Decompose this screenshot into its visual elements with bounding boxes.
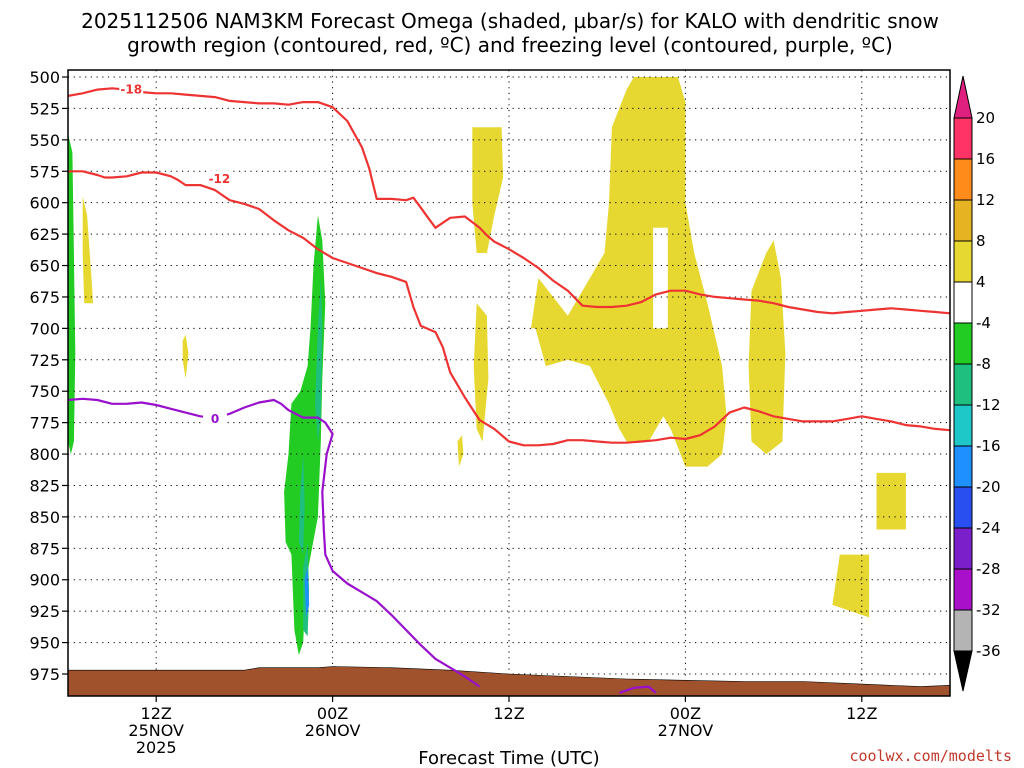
colorbar-label: 12	[976, 191, 995, 209]
y-tick-label: 825	[29, 476, 60, 495]
y-tick-label: 675	[29, 288, 60, 307]
colorbar-bin	[953, 322, 973, 365]
colorbar-bin	[953, 158, 973, 201]
omega-region-yellow-small-1	[876, 472, 906, 530]
omega-region-yellow-left	[82, 196, 93, 304]
colorbar-bottom-arrow	[953, 650, 973, 692]
x-tick-label-line3: 2025	[136, 738, 177, 757]
colorbar-bin	[953, 404, 973, 447]
colorbar-bin	[953, 363, 973, 406]
colorbar-label: -24	[976, 519, 1001, 537]
colorbar-label: -16	[976, 437, 1001, 455]
x-tick-label-line2: 26NOV	[305, 721, 361, 740]
omega-region-green-left-edge	[68, 133, 76, 455]
colorbar-bin	[953, 527, 973, 570]
y-tick-label: 600	[29, 194, 60, 213]
y-tick-label: 650	[29, 257, 60, 276]
contour-minus18-line	[68, 87, 950, 315]
colorbar-label: 20	[976, 109, 995, 127]
contour-layer: -18 -12 0	[68, 81, 950, 694]
colorbar-label: -4	[976, 314, 991, 332]
x-tick-label-line1: 12Z	[141, 704, 172, 723]
plot-area: -18 -12 0	[67, 69, 951, 697]
chart-title-line1: 2025112506 NAM3KM Forecast Omega (shaded…	[81, 9, 939, 33]
contour-freezing-0-label-bg	[203, 410, 227, 426]
contour-freezing-0-label: 0	[211, 412, 219, 426]
contour-freezing-0-line	[68, 397, 481, 688]
y-tick-label: 525	[29, 99, 60, 118]
colorbar-bin	[953, 486, 973, 529]
colorbar-label: -32	[976, 601, 1001, 619]
terrain-layer	[68, 666, 950, 696]
contour-minus18-label-bg	[119, 81, 144, 97]
terrain-fill	[68, 666, 950, 696]
colorbar-bin	[953, 199, 973, 242]
colorbar-label: -36	[976, 642, 1001, 660]
colorbar-label: 4	[976, 273, 986, 291]
colorbar-bin	[953, 117, 973, 160]
y-tick-label: 950	[29, 634, 60, 653]
y-tick-label: 750	[29, 382, 60, 401]
x-tick-label-line1: 00Z	[317, 704, 348, 723]
y-tick-label: 900	[29, 571, 60, 590]
colorbar-label: 16	[976, 150, 995, 168]
y-tick-label: 800	[29, 445, 60, 464]
omega-region-white-gap	[653, 227, 668, 329]
colorbar-bin	[953, 445, 973, 488]
colorbar-bin	[953, 240, 973, 283]
omega-region-yellow-speck	[182, 334, 189, 379]
x-tick-label-line2: 25NOV	[128, 721, 184, 740]
y-tick-label: 725	[29, 351, 60, 370]
x-tick-label-line1: 00Z	[670, 704, 701, 723]
contour-minus12-label-bg	[207, 170, 232, 186]
colorbar-label: -20	[976, 478, 1001, 496]
contour-freezing-0b-line	[618, 685, 657, 694]
x-tick-label-line2: 27NOV	[658, 721, 714, 740]
colorbar-top-arrow	[953, 75, 973, 119]
omega-region-yellow-blob-main	[531, 77, 727, 467]
plot-background	[68, 70, 950, 696]
y-tick-label: 925	[29, 602, 60, 621]
omega-region-yellow-col-1	[472, 127, 504, 253]
contour-minus18-label: -18	[120, 83, 142, 97]
omega-region-teal-2	[298, 454, 305, 555]
contour-minus12-label: -12	[209, 172, 231, 186]
colorbar: 20 16 12 8 4 -4 -8 -12 -16 -20 -24 -28 -32 -36	[953, 75, 1001, 692]
omega-region-green-main	[284, 215, 326, 656]
y-tick-label: 700	[29, 319, 60, 338]
omega-region-teal-1	[315, 278, 323, 442]
omega-region-yellow-blob-right	[748, 240, 786, 455]
colorbar-bin	[953, 609, 973, 652]
x-tick-label-line1: 12Z	[846, 704, 877, 723]
y-tick-label: 500	[29, 68, 60, 87]
y-tick-label: 850	[29, 508, 60, 527]
omega-region-yellow-col-2	[473, 303, 489, 442]
y-tick-label: 875	[29, 539, 60, 558]
y-tick-label: 575	[29, 162, 60, 181]
y-tick-label: 775	[29, 414, 60, 433]
x-tick-label-line1: 12Z	[493, 704, 524, 723]
contour-minus12-line	[68, 170, 950, 447]
y-axis: 500 525 550 575 600 625 650 675 700 725 750 775 800 8…	[29, 68, 68, 684]
y-tick-label: 550	[29, 131, 60, 150]
colorbar-label: 8	[976, 232, 986, 250]
colorbar-label: -8	[976, 355, 991, 373]
colorbar-label: -28	[976, 560, 1001, 578]
colorbar-bin	[953, 281, 973, 324]
y-tick-label: 625	[29, 225, 60, 244]
omega-region-yellow-small-2	[832, 554, 870, 618]
colorbar-label: -12	[976, 396, 1001, 414]
omega-region-yellow-speck-2	[457, 435, 464, 467]
omega-shading-layer	[68, 77, 906, 656]
credit-text: coolwx.com/modelts	[849, 747, 1012, 765]
colorbar-bin	[953, 568, 973, 611]
x-axis-label: Forecast Time (UTC)	[418, 748, 599, 768]
y-tick-label: 975	[29, 665, 60, 684]
chart-title-line2: growth region (contoured, red, ºC) and f…	[127, 33, 893, 57]
